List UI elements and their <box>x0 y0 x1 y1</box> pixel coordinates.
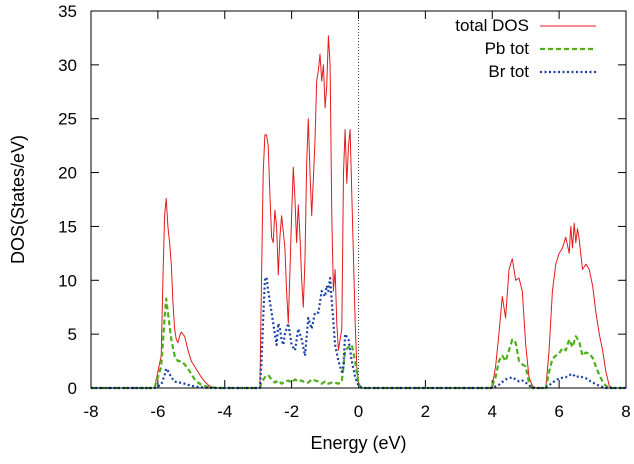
x-tick-label: 8 <box>621 402 630 421</box>
y-tick-label: 5 <box>68 325 77 344</box>
plot-frame <box>90 10 627 389</box>
chart-axes: -8 -6 -4 -2 0 2 4 6 8 0 5 10 15 20 25 30 35 <box>58 2 631 421</box>
x-tick-label: -2 <box>284 402 299 421</box>
y-tick-label: 30 <box>58 56 77 75</box>
x-tick-label: 2 <box>421 402 430 421</box>
series-line-br-tot <box>91 276 626 390</box>
x-tick-label: 0 <box>354 402 363 421</box>
y-tick-label: 0 <box>68 379 77 398</box>
x-tick-label: 4 <box>488 402 497 421</box>
y-axis-label: DOS(States/eV) <box>8 135 28 264</box>
legend-label-pb-tot: Pb tot <box>485 39 530 58</box>
x-axis-label: Energy (eV) <box>310 433 406 453</box>
legend-label-br-tot: Br tot <box>488 62 529 81</box>
series-line-pb-tot <box>91 297 626 390</box>
y-tick-label: 10 <box>58 271 77 290</box>
chart-series <box>91 35 626 390</box>
x-tick-label: -4 <box>217 402 232 421</box>
y-tick-label: 35 <box>58 2 77 21</box>
x-tick-label: 6 <box>554 402 563 421</box>
y-tick-label: 15 <box>58 217 77 236</box>
legend: total DOS Pb tot Br tot <box>455 16 596 81</box>
y-tick-label: 20 <box>58 164 77 183</box>
y-tick-label: 25 <box>58 110 77 129</box>
x-tick-label: -6 <box>150 402 165 421</box>
legend-label-total-dos: total DOS <box>455 16 529 35</box>
series-line-total-dos <box>91 35 626 389</box>
x-tick-label: -8 <box>83 402 98 421</box>
